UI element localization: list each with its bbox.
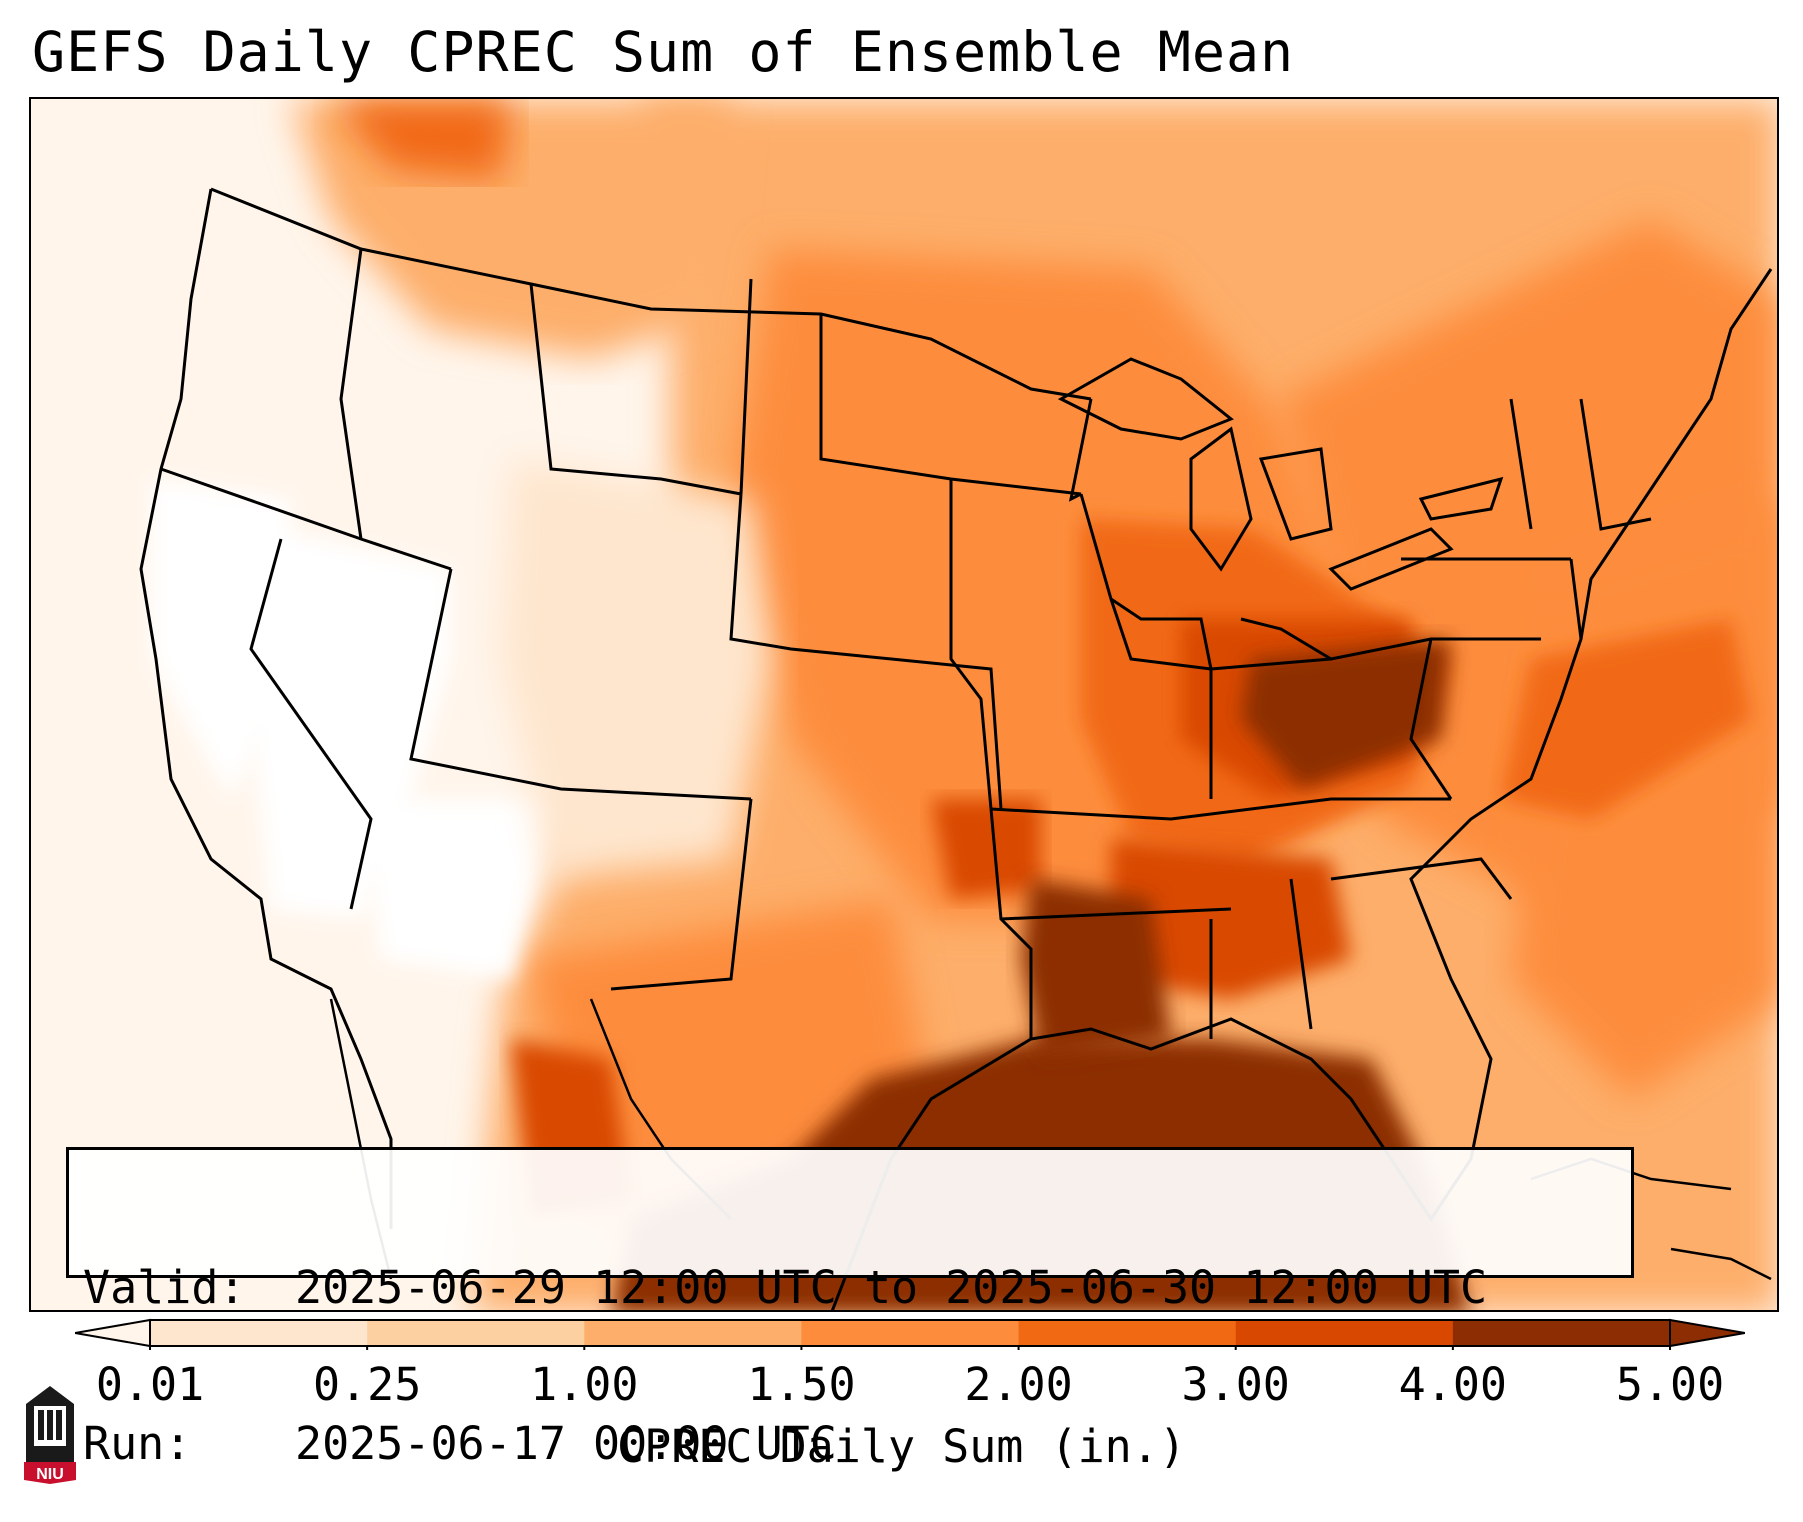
state-boundaries bbox=[139, 187, 1773, 1310]
colorbar-tick-label: 3.00 bbox=[1181, 1358, 1290, 1411]
valid-row: Valid: 2025-06-29 12:00 UTC to 2025-06-30… bbox=[83, 1262, 1617, 1314]
colorbar-segment bbox=[1018, 1320, 1237, 1346]
logo-text: NIU bbox=[36, 1466, 64, 1483]
valid-label: Valid: bbox=[83, 1261, 246, 1314]
colorbar-segment bbox=[1235, 1320, 1454, 1346]
run-value: 2025-06-17 00:00 UTC bbox=[295, 1417, 837, 1470]
colorbar bbox=[75, 1318, 1745, 1350]
colorbar-extend-max bbox=[1669, 1318, 1745, 1348]
colorbar-tick-label: 2.00 bbox=[964, 1358, 1073, 1411]
colorbar-segment bbox=[584, 1320, 802, 1346]
precipitation-map bbox=[29, 97, 1779, 1312]
colorbar-extend-min bbox=[75, 1318, 151, 1348]
run-row: Run: 2025-06-17 00:00 UTC bbox=[83, 1418, 1617, 1470]
colorbar-tick-label: 5.00 bbox=[1615, 1358, 1725, 1411]
colorbar-tick-label: 1.00 bbox=[530, 1358, 639, 1411]
run-label: Run: bbox=[83, 1417, 192, 1470]
colorbar-segment bbox=[801, 1320, 1020, 1346]
colorbar-segment bbox=[150, 1320, 368, 1346]
niu-tower-logo-icon: NIU bbox=[24, 1386, 76, 1484]
colorbar-label: CPREC Daily Sum (in.) bbox=[617, 1420, 1186, 1473]
colorbar-tick-label: 0.01 bbox=[95, 1358, 205, 1411]
valid-run-info-box: Valid: 2025-06-29 12:00 UTC to 2025-06-30… bbox=[66, 1147, 1634, 1470]
colorbar-outline bbox=[149, 1319, 1671, 1347]
colorbar-segment bbox=[367, 1320, 585, 1346]
colorbar-segment bbox=[1452, 1320, 1671, 1346]
colorbar-tick-label: 0.25 bbox=[312, 1358, 422, 1411]
map-title: GEFS Daily CPREC Sum of Ensemble Mean bbox=[32, 20, 1295, 84]
valid-value: 2025-06-29 12:00 UTC to 2025-06-30 12:00… bbox=[295, 1261, 1488, 1314]
precipitation-map-canvas bbox=[31, 99, 1777, 1310]
colorbar-tick-label: 1.50 bbox=[747, 1358, 856, 1411]
colorbar-tick-label: 4.00 bbox=[1398, 1358, 1508, 1411]
